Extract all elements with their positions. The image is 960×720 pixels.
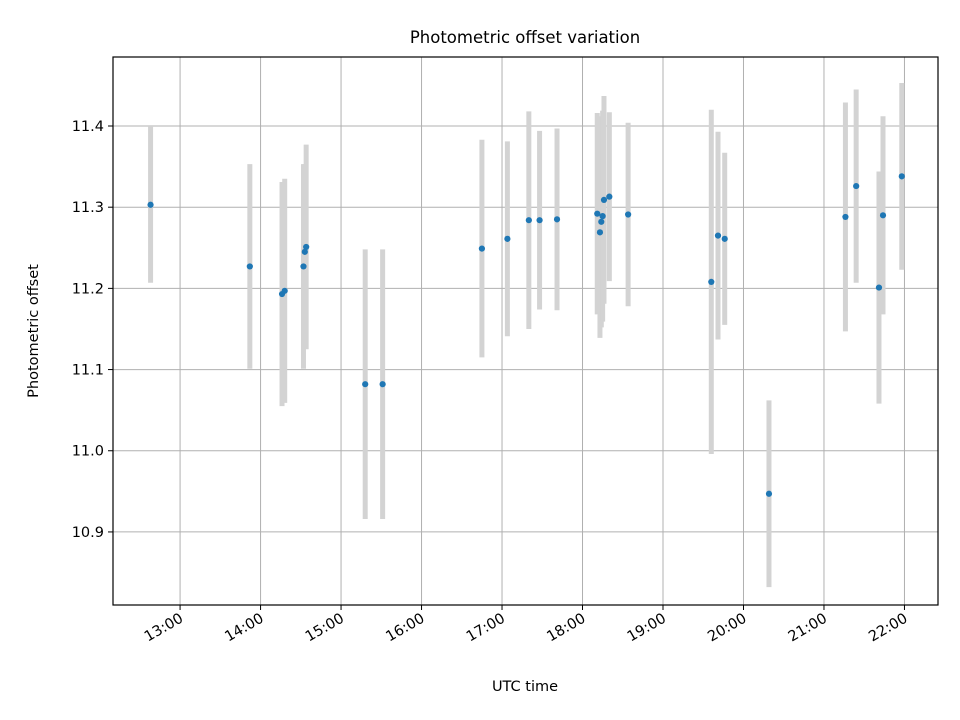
y-axis-label: Photometric offset <box>26 264 42 398</box>
x-axis-label: UTC time <box>492 679 558 695</box>
data-point <box>721 235 728 242</box>
data-point <box>362 381 369 388</box>
data-point <box>875 284 883 291</box>
y-tick-label: 11.3 <box>72 200 104 216</box>
data-point <box>594 210 601 217</box>
data-point <box>606 193 613 200</box>
data-point <box>708 278 715 285</box>
plot-frame <box>112 56 939 606</box>
data-point <box>246 263 253 270</box>
y-tick-label: 11.0 <box>72 444 104 460</box>
data-point <box>300 263 307 270</box>
grid-lines <box>113 57 938 605</box>
data-point <box>303 243 310 251</box>
data-point <box>525 217 532 224</box>
data-point <box>504 235 511 242</box>
data-point <box>714 232 722 239</box>
data-point <box>879 212 887 219</box>
data-point <box>765 490 773 497</box>
y-tick-label: 10.9 <box>72 525 104 541</box>
data-point <box>553 216 561 223</box>
data-point <box>598 218 605 225</box>
data-point <box>281 287 288 294</box>
data-point <box>898 173 905 180</box>
data-points <box>147 173 905 497</box>
data-point <box>853 182 860 190</box>
y-tick-label: 11.4 <box>72 119 104 135</box>
chart-title: Photometric offset variation <box>410 28 640 47</box>
y-tick-label: 11.1 <box>72 363 104 379</box>
data-point <box>596 229 604 236</box>
y-axis-ticks: 10.9 11.0 11.1 11.2 11.3 11.4 <box>72 119 113 541</box>
data-point <box>147 201 154 208</box>
data-point <box>379 381 386 388</box>
data-point <box>478 245 486 252</box>
data-point <box>301 248 308 255</box>
data-point <box>536 217 543 224</box>
data-point <box>599 213 606 220</box>
y-tick-label: 11.2 <box>72 281 104 297</box>
data-point <box>625 211 632 218</box>
data-point <box>842 213 849 221</box>
data-point <box>600 196 608 203</box>
